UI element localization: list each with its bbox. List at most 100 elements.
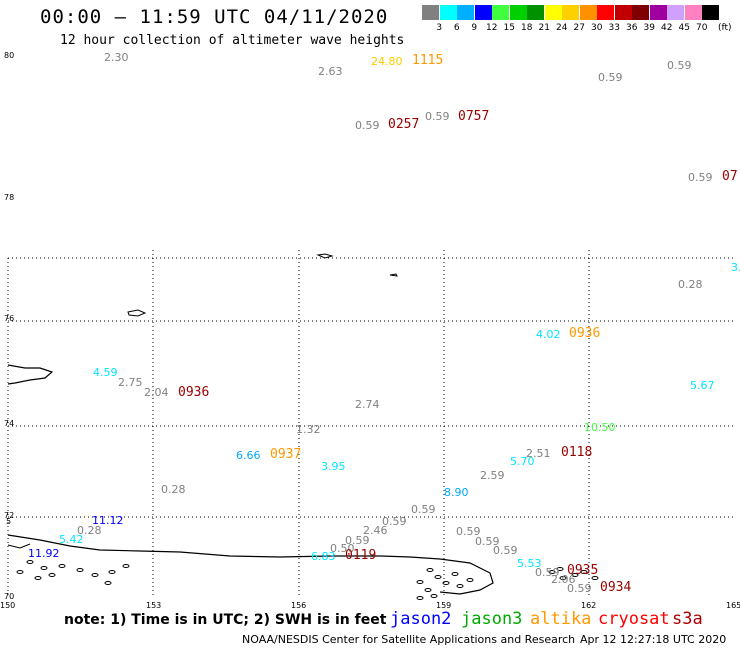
wave-height-value: 0.59 <box>475 535 500 548</box>
wave-height-value: 2.06 <box>551 573 576 586</box>
legend-label: 45 <box>678 23 690 33</box>
legend-swatch <box>544 5 562 20</box>
legend-swatch <box>457 5 474 20</box>
wave-height-value: 0.50 <box>330 542 355 555</box>
wave-height-value: 0.28 <box>161 483 186 496</box>
lake-outline <box>416 596 424 600</box>
wave-height-value: 2.74 <box>355 398 380 411</box>
wave-height-value: 0.59 <box>493 544 518 557</box>
wave-height-value: 2.75 <box>118 376 143 389</box>
pass-time-label: 0937 <box>270 447 302 462</box>
wave-height-value: 6.66 <box>236 449 261 462</box>
lake-outline <box>424 588 432 592</box>
legend-label: 27 <box>573 23 585 33</box>
wave-height-value: 8.90 <box>444 486 469 499</box>
legend-label: 15 <box>503 23 515 33</box>
small-island <box>316 253 334 259</box>
longitude-label: 150 <box>0 601 16 610</box>
legend-label: 12 <box>486 23 498 33</box>
wave-height-value: 3. <box>731 261 740 274</box>
wave-height-value: 2.63 <box>318 65 343 78</box>
wave-height-value: 4.02 <box>536 328 561 341</box>
legend-label: 36 <box>626 23 638 33</box>
wave-height-value: 24.80 <box>371 55 403 68</box>
satellite-key-s3a: s3a <box>672 609 703 629</box>
wave-height-value: 2.04 <box>144 386 169 399</box>
legend-swatch <box>422 5 439 20</box>
pass-time-label: 0118 <box>561 445 593 460</box>
lake-outline <box>34 576 42 580</box>
lake-outline <box>442 581 450 585</box>
legend-swatch <box>702 5 719 20</box>
wave-height-value: 11.12 <box>92 514 124 527</box>
pass-time-label: 0257 <box>388 117 420 132</box>
legend-swatch <box>562 5 579 20</box>
pass-time-label: 0757 <box>458 109 490 124</box>
wave-height-value: 11.92 <box>28 547 60 560</box>
legend-label: 30 <box>591 23 603 33</box>
satellite-key-jason3: jason3 <box>461 609 523 629</box>
wave-height-value: 5.53 <box>517 557 542 570</box>
wave-height-value: 0.59 <box>382 515 407 528</box>
satellite-key-altika: altika <box>530 609 592 629</box>
pass-time-label: 1115 <box>412 53 444 68</box>
legend-label: 33 <box>608 23 620 33</box>
lake-outline <box>571 573 579 577</box>
wave-height-value: 2.30 <box>104 51 129 64</box>
lake-outline <box>456 584 464 588</box>
lake-outline <box>548 570 556 574</box>
legend-label: 18 <box>521 23 533 33</box>
pass-time-label: 0936 <box>178 385 210 400</box>
lake-outline <box>48 573 56 577</box>
coast-detail <box>7 543 31 549</box>
credit-text: NOAA/NESDIS Center for Satellite Applica… <box>242 633 576 646</box>
wave-height-value: 0.59 <box>411 503 436 516</box>
legend-swatch <box>439 5 457 20</box>
lake-outline <box>26 560 34 564</box>
wave-height-value: 0.59 <box>355 119 380 132</box>
wave-height-value: 5.67 <box>690 379 715 392</box>
legend-swatch <box>632 5 649 20</box>
legend-label: 70 <box>696 23 708 33</box>
lake-outline <box>40 566 48 570</box>
footer-note: note: 1) Time is in UTC; 2) SWH is in fe… <box>64 612 387 628</box>
lake-outline <box>122 564 130 568</box>
generated-timestamp: Apr 12 12:27:18 UTC 2020 <box>580 633 727 646</box>
legend-label: 42 <box>661 23 673 33</box>
wave-height-value: 0.59 <box>345 534 370 547</box>
legend-label: 3 <box>436 23 443 33</box>
wave-height-value: 0.59 <box>688 171 713 184</box>
legend-swatch <box>492 5 509 20</box>
lake-outline <box>451 572 459 576</box>
pass-time-label: 0935 <box>567 563 599 578</box>
satellite-key-jason2: jason2 <box>390 609 452 629</box>
legend-swatch <box>649 5 667 20</box>
wave-height-value: 5.70 <box>510 455 535 468</box>
wave-height-value: 3.95 <box>321 460 346 473</box>
wave-height-value: 2.59 <box>480 469 505 482</box>
legend-swatch <box>684 5 702 20</box>
wave-height-value: 2.51 <box>526 447 551 460</box>
latitude-label: 80 <box>4 51 15 60</box>
wave-height-value: 1.32 <box>296 423 321 436</box>
latitude-label: 78 <box>4 193 15 202</box>
legend-swatch <box>509 5 527 20</box>
latitude-label: 74 <box>4 419 15 428</box>
longitude-label: 153 <box>146 601 162 610</box>
legend-swatch <box>667 5 684 20</box>
lake-outline <box>434 575 442 579</box>
pass-time-label: 07 <box>722 169 738 184</box>
legend-label: 39 <box>643 23 655 33</box>
pass-time-label: 0934 <box>600 580 632 595</box>
latitude-label: 72 <box>4 511 15 520</box>
wave-height-value: 0.59 <box>535 566 560 579</box>
coastline <box>7 534 494 595</box>
legend-swatch <box>527 5 544 20</box>
wave-height-value: 2.46 <box>363 524 388 537</box>
lake-outline <box>76 568 84 572</box>
wave-height-value: 4.59 <box>93 366 118 379</box>
wave-height-value: 0.28 <box>77 524 102 537</box>
lake-outline <box>108 570 116 574</box>
longitude-label: 162 <box>581 601 597 610</box>
small-island <box>389 273 398 277</box>
